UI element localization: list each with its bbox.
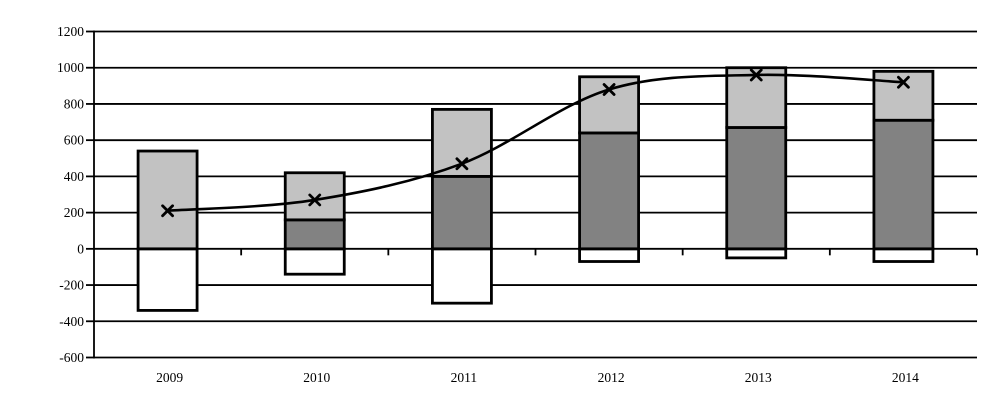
y-tick-label: 1000	[57, 60, 84, 75]
x-axis-label: 2013	[745, 370, 772, 385]
bar-segment-light-gray	[872, 69, 935, 122]
bar-segment-white-negative	[431, 247, 493, 305]
x-marker-icon	[749, 68, 763, 82]
y-tick-label: 400	[64, 169, 85, 184]
y-tick-label: 0	[77, 241, 84, 256]
bar-segment-white-negative	[283, 247, 346, 276]
y-tick-label: 800	[64, 96, 85, 111]
bar-segment-dark-gray	[725, 126, 788, 251]
y-tick-label: -600	[59, 350, 84, 365]
y-tick-label: 1200	[57, 24, 84, 39]
bar-segment-dark-gray	[578, 131, 640, 251]
bar-segment-light-gray	[136, 149, 199, 251]
y-tick-label: 200	[64, 205, 85, 220]
bar-segment-dark-gray	[283, 218, 346, 251]
x-marker-icon	[897, 75, 910, 89]
bar-segment-light-gray	[431, 107, 493, 178]
bar-segment-white-negative	[136, 247, 199, 312]
bar-segment-light-gray	[725, 66, 788, 129]
x-axis-label: 2010	[303, 370, 330, 385]
trend-line	[166, 73, 905, 213]
bar-segment-dark-gray	[872, 118, 935, 251]
y-tick-label: 600	[64, 133, 85, 148]
x-axis-label: 2012	[598, 370, 625, 385]
bar-segment-dark-gray	[431, 174, 493, 251]
y-tick-label: -400	[59, 314, 84, 329]
bar-segment-light-gray	[578, 75, 640, 135]
x-axis-label: 2009	[156, 370, 183, 385]
bar-segment-white-negative	[578, 247, 640, 263]
x-marker-icon	[455, 157, 469, 171]
x-marker-icon	[161, 204, 174, 218]
y-tick-label: -200	[59, 278, 84, 293]
x-marker-icon	[308, 193, 322, 207]
x-axis-label: 2014	[892, 370, 919, 385]
bar-segment-white-negative	[872, 247, 935, 263]
x-axis-label: 2011	[451, 370, 478, 385]
x-marker-icon	[602, 83, 616, 96]
